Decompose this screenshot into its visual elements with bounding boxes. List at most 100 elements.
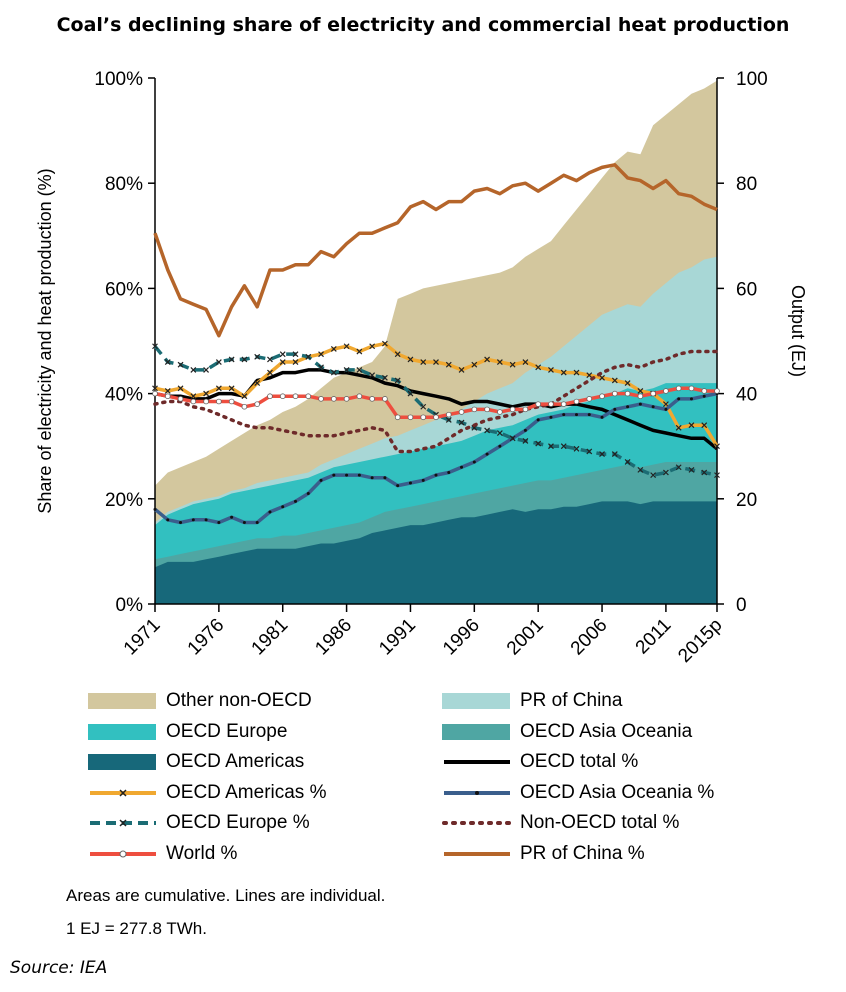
line-marker: [688, 466, 695, 473]
legend-swatch: [442, 821, 512, 825]
line-marker: [587, 413, 591, 417]
y-tick-label-left: 40%: [105, 385, 143, 406]
line-marker: [638, 402, 642, 406]
legend-swatch: [90, 819, 156, 827]
line-marker: [445, 411, 452, 418]
legend-label: OECD Americas: [166, 751, 305, 772]
line-marker: [408, 481, 412, 485]
line-marker: [613, 407, 617, 411]
y-tick-label-left: 20%: [105, 490, 143, 511]
line-marker: [215, 359, 222, 365]
line-marker: [714, 443, 720, 450]
line-marker: [447, 471, 451, 474]
line-marker: [292, 393, 299, 400]
line-marker: [241, 403, 248, 410]
line-marker: [343, 396, 350, 402]
line-marker: [166, 518, 170, 522]
line-marker: [599, 451, 605, 458]
line-marker: [254, 380, 261, 387]
line-marker: [370, 476, 374, 480]
line-marker: [318, 364, 324, 371]
line-marker: [611, 451, 618, 458]
line-marker: [560, 443, 567, 450]
line-marker: [383, 476, 387, 480]
line-marker: [548, 401, 554, 407]
line-marker: [701, 469, 708, 476]
line-marker: [381, 340, 388, 347]
line-marker: [382, 396, 388, 402]
line-marker: [152, 390, 158, 397]
line-pr-of-china-pct: [153, 163, 718, 338]
line-marker: [343, 343, 350, 350]
legend-label: PR of China %: [520, 842, 645, 864]
line-marker: [549, 415, 553, 419]
line-marker: [177, 396, 184, 402]
line-marker: [294, 499, 297, 503]
line-marker: [663, 388, 669, 394]
line-marker: [586, 448, 593, 455]
line-marker: [203, 390, 210, 397]
note-ej: 1 EJ = 277.8 TWh.: [66, 919, 207, 938]
line-marker: [599, 393, 605, 400]
line-marker: [509, 406, 516, 413]
line-marker: [714, 472, 720, 479]
line-marker: [548, 367, 554, 373]
legend-swatch: [444, 851, 510, 856]
line-marker: [241, 393, 248, 400]
line-marker: [702, 394, 706, 398]
line-marker: [573, 398, 580, 405]
line-marker: [421, 478, 425, 482]
legend-item-oecd-asia-oceania-pct: OECD Asia Oceania %: [442, 780, 714, 806]
line-marker: [522, 359, 529, 365]
line-marker: [624, 459, 631, 465]
line-marker: [381, 374, 388, 381]
line-marker: [306, 492, 310, 496]
line-marker: [356, 348, 363, 355]
line-marker: [472, 460, 476, 464]
line-marker: [369, 372, 376, 379]
line-marker: [650, 390, 656, 397]
line-marker: [548, 443, 554, 450]
line-marker: [575, 413, 578, 417]
line-marker: [279, 351, 286, 358]
legend-label: OECD Americas %: [166, 781, 327, 803]
series-world-pct: [152, 385, 720, 421]
line-marker: [458, 409, 465, 415]
line-marker: [241, 356, 248, 363]
line-marker: [319, 478, 323, 482]
line-marker: [675, 424, 682, 431]
legend-label: World %: [166, 842, 238, 864]
x-tick-label: 2006: [567, 615, 612, 660]
line-oecd-europe-pct: [153, 345, 718, 477]
legend-item-oecd-americas-pct: OECD Americas %: [88, 780, 326, 806]
x-tick-label: 1981: [248, 615, 293, 660]
line-marker: [484, 427, 491, 434]
line-marker: [523, 428, 527, 432]
line-marker: [662, 469, 669, 476]
line-marker: [562, 413, 566, 417]
legend-item-oecd-europe-pct: OECD Europe %: [88, 810, 310, 836]
line-marker: [420, 414, 427, 421]
line-marker: [203, 367, 210, 373]
legend-item-pr-of-china: PR of China: [442, 688, 622, 714]
series-oecd-americas-pct: [152, 340, 720, 450]
line-marker: [190, 398, 197, 405]
x-tick-label: 1996: [439, 615, 484, 660]
line-marker: [330, 345, 337, 352]
y-tick-label-left: 100%: [94, 69, 143, 90]
line-marker: [407, 356, 414, 363]
line-marker: [689, 397, 693, 401]
x-tick-label: 1976: [184, 615, 229, 660]
line-marker: [267, 369, 273, 376]
line-marker: [356, 393, 363, 400]
line-marker: [164, 393, 171, 400]
line-marker: [664, 407, 668, 411]
line-marker: [203, 398, 209, 405]
line-marker: [498, 444, 502, 448]
line-marker: [228, 356, 235, 363]
line-marker: [701, 388, 708, 394]
y-tick-label-right: 0: [736, 595, 747, 616]
line-marker: [420, 403, 427, 410]
line-marker: [216, 398, 222, 405]
line-marker: [255, 520, 259, 524]
